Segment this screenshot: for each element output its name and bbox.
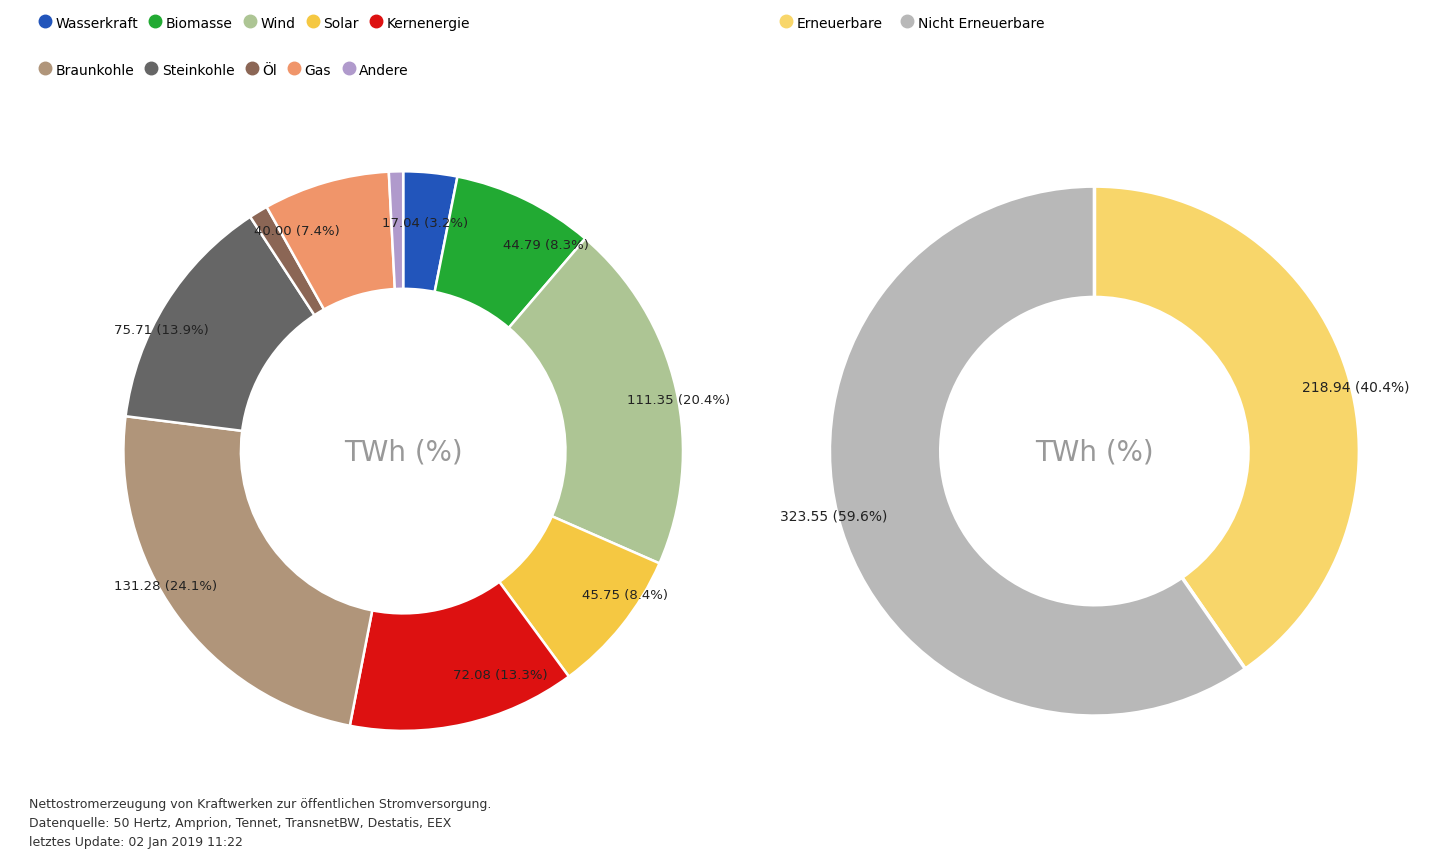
- Text: 40.00 (7.4%): 40.00 (7.4%): [253, 225, 340, 238]
- Wedge shape: [389, 172, 403, 290]
- Wedge shape: [829, 187, 1246, 717]
- Wedge shape: [124, 417, 372, 726]
- Text: 17.04 (3.2%): 17.04 (3.2%): [383, 217, 468, 230]
- Legend: Braunkohle, Steinkohle, Öl, Gas, Andere: Braunkohle, Steinkohle, Öl, Gas, Andere: [36, 58, 415, 83]
- Wedge shape: [266, 172, 395, 310]
- Legend: Wasserkraft, Biomasse, Wind, Solar, Kernenergie: Wasserkraft, Biomasse, Wind, Solar, Kern…: [36, 11, 475, 37]
- Wedge shape: [435, 177, 585, 329]
- Wedge shape: [350, 582, 569, 731]
- Wedge shape: [500, 516, 660, 676]
- Text: 111.35 (20.4%): 111.35 (20.4%): [626, 394, 730, 407]
- Text: 72.08 (13.3%): 72.08 (13.3%): [454, 669, 549, 682]
- Text: 218.94 (40.4%): 218.94 (40.4%): [1302, 380, 1410, 394]
- Wedge shape: [508, 239, 683, 564]
- Text: 45.75 (8.4%): 45.75 (8.4%): [582, 588, 668, 602]
- Text: 323.55 (59.6%): 323.55 (59.6%): [779, 509, 887, 523]
- Text: TWh (%): TWh (%): [344, 438, 462, 465]
- Wedge shape: [1094, 187, 1359, 669]
- Text: TWh (%): TWh (%): [1035, 438, 1153, 465]
- Text: 131.28 (24.1%): 131.28 (24.1%): [114, 579, 217, 592]
- Wedge shape: [251, 208, 324, 316]
- Wedge shape: [125, 217, 314, 431]
- Text: 75.71 (13.9%): 75.71 (13.9%): [114, 324, 209, 337]
- Wedge shape: [403, 172, 458, 292]
- Legend: Erneuerbare, Nicht Erneuerbare: Erneuerbare, Nicht Erneuerbare: [778, 11, 1050, 37]
- Text: Nettostromerzeugung von Kraftwerken zur öffentlichen Stromversorgung.
Datenquell: Nettostromerzeugung von Kraftwerken zur …: [29, 797, 491, 848]
- Text: 44.79 (8.3%): 44.79 (8.3%): [504, 239, 589, 252]
